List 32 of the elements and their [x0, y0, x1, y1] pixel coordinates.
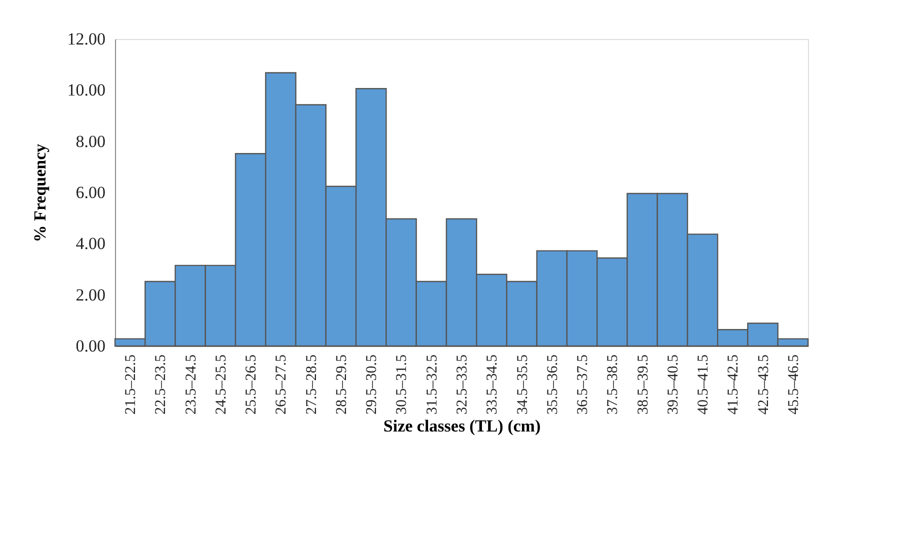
- y-tick-label: 10.00: [67, 80, 106, 100]
- x-tick-label: 42.5–43.5: [756, 354, 772, 414]
- x-tick-label: 41.5–42.5: [726, 354, 742, 414]
- x-tick-label: 38.5–39.5: [635, 354, 652, 414]
- x-tick-label: 39.5–40.5: [665, 354, 682, 414]
- x-tick-label: 29.5–30.5: [364, 354, 380, 414]
- x-tick-label: 33.5–34.5: [484, 354, 501, 414]
- x-tick-label: 21.5–22.5: [123, 354, 140, 414]
- x-tick-label: 30.5–31.5: [394, 354, 410, 414]
- x-tick-label: 37.5–38.5: [605, 354, 622, 414]
- y-tick-label: 0.00: [76, 336, 106, 356]
- x-tick-label: 34.5–35.5: [514, 354, 531, 414]
- x-tick-label: 36.5–37.5: [575, 354, 592, 414]
- x-tick-label: 28.5–29.5: [334, 354, 350, 414]
- x-tick-label: 25.5–26.5: [244, 354, 260, 414]
- y-tick-label: 2.00: [76, 285, 106, 304]
- y-tick-label: 4.00: [76, 234, 106, 254]
- y-tick-label: 8.00: [76, 132, 106, 151]
- x-axis-title: Size classes (TL) (cm): [383, 416, 541, 436]
- x-tick-label: 27.5–28.5: [304, 354, 320, 414]
- y-axis-title: % Frequency: [30, 143, 50, 242]
- x-tick-label: 26.5–27.5: [274, 354, 290, 414]
- y-tick-label: 6.00: [76, 183, 106, 202]
- x-tick-label: 31.5–32.5: [424, 354, 440, 414]
- y-tick-label: 12.00: [67, 30, 106, 48]
- x-tick-label: 22.5–23.5: [153, 354, 170, 414]
- x-tick-label: 23.5–24.5: [183, 354, 200, 414]
- x-tick-label: 45.5–46.5: [786, 354, 802, 414]
- x-tick-label: 40.5–41.5: [696, 354, 712, 414]
- x-tick-label: 24.5–25.5: [213, 354, 230, 414]
- x-tick-label: 32.5–33.5: [454, 354, 470, 414]
- x-tick-label: 35.5–36.5: [544, 354, 561, 414]
